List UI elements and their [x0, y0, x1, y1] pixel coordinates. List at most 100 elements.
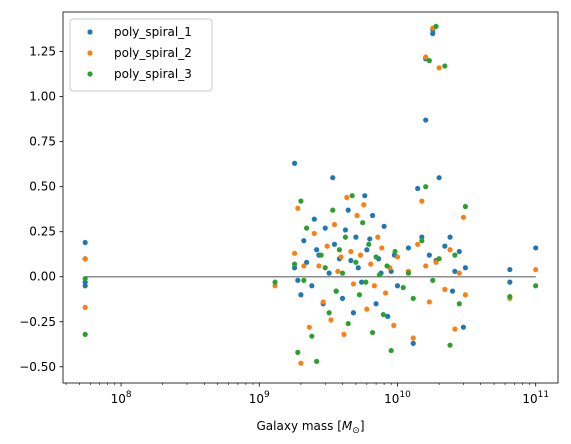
- x-tick-label: 1010: [384, 390, 411, 406]
- y-tick-label: 1.25: [29, 45, 56, 59]
- data-point-poly_spiral_3-26: [373, 254, 379, 260]
- data-point-poly_spiral_2-22: [361, 202, 367, 208]
- legend-label-poly_spiral_1: poly_spiral_1: [114, 25, 192, 39]
- x-tick-label: 108: [111, 390, 132, 406]
- data-point-poly_spiral_1-30: [364, 247, 370, 253]
- legend-label-poly_spiral_3: poly_spiral_3: [114, 67, 192, 81]
- data-point-poly_spiral_3-16: [339, 270, 346, 276]
- data-point-poly_spiral_2-0: [82, 256, 88, 262]
- data-point-poly_spiral_3-37: [426, 58, 432, 64]
- data-point-poly_spiral_3-41: [442, 63, 448, 69]
- data-point-poly_spiral_3-23: [363, 279, 369, 285]
- data-point-poly_spiral_2-8: [311, 230, 317, 237]
- data-point-poly_spiral_2-17: [344, 194, 350, 201]
- data-point-poly_spiral_2-1: [82, 304, 88, 310]
- data-point-poly_spiral_2-3: [291, 250, 298, 256]
- data-point-poly_spiral_1-25: [350, 310, 357, 316]
- data-point-poly_spiral_1-21: [339, 295, 346, 301]
- data-point-poly_spiral_3-5: [298, 198, 304, 204]
- data-point-poly_spiral_2-2: [272, 283, 278, 289]
- data-point-poly_spiral_1-10: [309, 283, 315, 289]
- data-point-poly_spiral_2-31: [394, 254, 401, 260]
- data-point-poly_spiral_2-38: [426, 299, 432, 305]
- data-point-poly_spiral_2-35: [419, 198, 425, 204]
- data-point-poly_spiral_3-20: [353, 259, 359, 265]
- data-point-poly_spiral_3-46: [507, 293, 513, 300]
- y-tick-label: 0.75: [29, 135, 56, 149]
- data-point-poly_spiral_3-45: [462, 203, 468, 210]
- data-point-poly_spiral_2-34: [415, 241, 421, 247]
- data-point-poly_spiral_1-26: [353, 234, 359, 240]
- data-point-poly_spiral_1-32: [369, 212, 376, 219]
- data-point-poly_spiral_3-33: [405, 270, 412, 276]
- data-point-poly_spiral_1-51: [436, 175, 442, 181]
- data-point-poly_spiral_3-19: [349, 193, 355, 199]
- data-point-poly_spiral_1-2: [82, 279, 88, 285]
- data-point-poly_spiral_1-28: [359, 279, 365, 285]
- data-point-poly_spiral_3-35: [419, 238, 425, 244]
- data-point-poly_spiral_3-7: [304, 225, 310, 231]
- data-point-poly_spiral_1-4: [291, 160, 298, 166]
- y-axis-ticks: −0.50 −0.25 0.00 0.25 0.50 0.75 1.00 1.25: [19, 45, 63, 374]
- data-point-poly_spiral_3-15: [336, 247, 343, 253]
- legend-marker-poly_spiral_2: [87, 50, 93, 56]
- data-point-poly_spiral_3-11: [322, 265, 328, 271]
- data-point-poly_spiral_1-22: [342, 227, 349, 233]
- data-point-poly_spiral_2-7: [306, 324, 312, 330]
- data-point-poly_spiral_1-58: [462, 265, 468, 271]
- data-point-poly_spiral_1-8: [301, 238, 307, 244]
- data-point-poly_spiral_1-48: [430, 31, 436, 37]
- data-point-poly_spiral_1-7: [298, 292, 304, 298]
- data-point-poly_spiral_1-54: [449, 288, 456, 294]
- data-point-poly_spiral_1-17: [330, 175, 336, 181]
- data-point-poly_spiral_3-13: [330, 207, 336, 213]
- data-point-poly_spiral_2-36: [423, 54, 429, 60]
- data-point-poly_spiral_2-46: [460, 214, 467, 220]
- data-point-poly_spiral_3-9: [314, 358, 320, 364]
- data-point-poly_spiral_2-20: [354, 212, 360, 219]
- data-point-poly_spiral_1-6: [295, 277, 301, 283]
- data-point-poly_spiral_2-44: [452, 326, 458, 332]
- data-point-poly_spiral_1-59: [507, 266, 513, 273]
- y-tick-label: −0.25: [19, 315, 56, 329]
- data-point-poly_spiral_3-1: [82, 331, 88, 337]
- data-point-poly_spiral_1-42: [410, 340, 416, 346]
- data-point-poly_spiral_2-27: [379, 245, 385, 251]
- data-points-layer: [82, 23, 539, 366]
- legend-label-poly_spiral_2: poly_spiral_2: [114, 46, 192, 60]
- data-point-poly_spiral_1-57: [460, 324, 467, 330]
- data-point-poly_spiral_2-18: [348, 248, 354, 255]
- data-point-poly_spiral_1-5: [291, 265, 298, 271]
- x-tick-label: 109: [249, 390, 270, 406]
- data-point-poly_spiral_1-27: [355, 265, 361, 271]
- plot-frame: [62, 11, 559, 384]
- data-point-poly_spiral_3-4: [295, 349, 301, 355]
- data-point-poly_spiral_1-43: [415, 185, 421, 192]
- data-point-poly_spiral_3-8: [309, 333, 315, 339]
- data-point-poly_spiral_3-0: [82, 275, 88, 282]
- data-point-poly_spiral_2-30: [391, 322, 397, 328]
- legend-marker-poly_spiral_1: [87, 29, 93, 35]
- data-point-poly_spiral_2-6: [301, 263, 307, 269]
- data-point-poly_spiral_2-9: [316, 263, 322, 269]
- data-point-poly_spiral_2-26: [375, 234, 381, 240]
- data-point-poly_spiral_3-47: [533, 283, 539, 289]
- data-point-poly_spiral_2-13: [331, 221, 338, 228]
- data-point-poly_spiral_1-60: [507, 279, 513, 285]
- data-point-poly_spiral_3-2: [272, 279, 278, 285]
- data-point-poly_spiral_2-15: [338, 254, 344, 260]
- legend-marker-poly_spiral_3: [87, 71, 93, 77]
- legend: poly_spiral_1 poly_spiral_2 poly_spiral_3: [69, 18, 213, 92]
- data-point-poly_spiral_2-14: [335, 268, 341, 274]
- data-point-poly_spiral_2-16: [341, 331, 347, 337]
- data-point-poly_spiral_3-31: [392, 248, 398, 255]
- data-point-poly_spiral_1-16: [326, 270, 332, 276]
- data-point-poly_spiral_1-23: [345, 207, 351, 213]
- data-point-poly_spiral_1-29: [362, 193, 368, 199]
- data-point-poly_spiral_3-12: [326, 310, 332, 316]
- data-point-poly_spiral_1-12: [314, 247, 320, 253]
- data-point-poly_spiral_2-33: [410, 335, 416, 341]
- x-axis-label: Galaxy mass [M⊙]: [257, 419, 365, 436]
- data-point-poly_spiral_2-19: [350, 281, 357, 287]
